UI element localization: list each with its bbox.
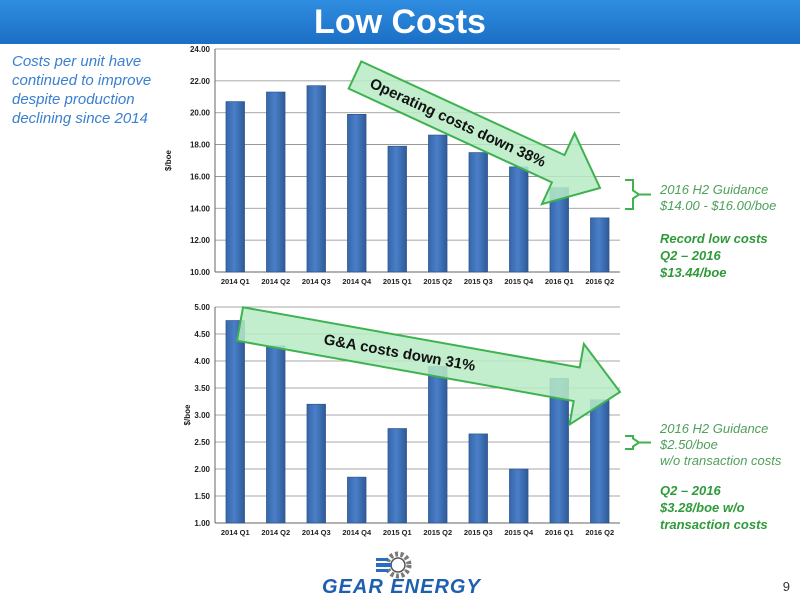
- ga-xtick-label: 2014 Q2: [261, 528, 290, 537]
- opex-bar: [468, 152, 488, 273]
- opex-ytick-label: 18.00: [190, 141, 211, 150]
- opex-bar: [266, 91, 286, 273]
- opex-bar: [509, 166, 529, 273]
- ga-guidance-note: w/o transaction costs: [660, 453, 782, 468]
- ga-q2-line2: $3.28/boe w/o: [660, 500, 745, 515]
- opex-xtick-label: 2015 Q2: [423, 277, 452, 286]
- opex-guidance: 2016 H2 Guidance $14.00 - $16.00/boe: [660, 182, 776, 214]
- opex-xtick-label: 2015 Q4: [504, 277, 534, 286]
- ga-guidance: 2016 H2 Guidance $2.50/boe w/o transacti…: [660, 421, 781, 469]
- ga-bar: [387, 428, 407, 524]
- page-title: Low Costs: [314, 3, 486, 41]
- ga-q2-line3: transaction costs: [660, 517, 768, 532]
- opex-xtick-label: 2015 Q3: [464, 277, 493, 286]
- ga-ytick-label: 3.50: [194, 384, 210, 393]
- opex-bar: [306, 85, 326, 273]
- opex-ytick-label: 16.00: [190, 172, 211, 181]
- opex-bar: [387, 145, 407, 273]
- opex-xtick-label: 2016 Q1: [545, 277, 574, 286]
- opex-xtick-label: 2016 Q2: [585, 277, 614, 286]
- ga-ytick-label: 3.00: [194, 411, 210, 420]
- ga-q2-line1: Q2 – 2016: [660, 483, 721, 498]
- ga-bar: [509, 468, 529, 524]
- opex-guidance-title: 2016 H2 Guidance: [660, 182, 769, 197]
- opex-bar: [428, 134, 448, 273]
- ga-bar: [306, 403, 326, 524]
- opex-ytick-label: 10.00: [190, 268, 211, 277]
- opex-xtick-label: 2014 Q2: [261, 277, 290, 286]
- ga-ytick-label: 4.00: [194, 357, 210, 366]
- opex-xtick-label: 2015 Q1: [383, 277, 412, 286]
- opex-bar: [225, 101, 245, 273]
- company-logo: GEAR ENERGY: [320, 548, 490, 598]
- opex-guidance-brace: [625, 179, 641, 210]
- page-number: 9: [782, 579, 790, 594]
- ga-trend-arrow: [235, 306, 622, 427]
- ga-ytick-label: 1.00: [194, 519, 210, 528]
- opex-record-line1: Record low costs: [660, 231, 768, 246]
- ga-ytick-label: 2.50: [194, 438, 210, 447]
- ga-xtick-label: 2015 Q1: [383, 528, 412, 537]
- ga-q2: Q2 – 2016 $3.28/boe w/o transaction cost…: [660, 482, 768, 533]
- opex-xtick-label: 2014 Q4: [342, 277, 372, 286]
- ga-guidance-brace: [625, 435, 641, 450]
- ga-ytick-label: 2.00: [194, 465, 210, 474]
- ga-xtick-label: 2014 Q3: [302, 528, 331, 537]
- logo-text: GEAR ENERGY: [322, 576, 481, 598]
- ga-xtick-label: 2015 Q4: [504, 528, 534, 537]
- ga-xtick-label: 2015 Q2: [423, 528, 452, 537]
- ga-ylabel: $/boe: [183, 404, 192, 425]
- ga-xtick-label: 2014 Q1: [221, 528, 250, 537]
- ga-guidance-value: $2.50/boe: [660, 437, 718, 452]
- opex-ytick-label: 14.00: [190, 204, 211, 213]
- ga-bar: [468, 433, 488, 524]
- opex-ytick-label: 20.00: [190, 109, 211, 118]
- ga-bar: [428, 366, 448, 524]
- gear-icon: [376, 551, 412, 579]
- title-bar: [0, 0, 800, 44]
- opex-bar: [347, 114, 367, 273]
- opex-xtick-label: 2014 Q1: [221, 277, 250, 286]
- opex-bar: [590, 217, 610, 273]
- ga-ytick-label: 4.50: [194, 330, 210, 339]
- opex-record: Record low costs Q2 – 2016 $13.44/boe: [660, 230, 768, 281]
- ga-guidance-title: 2016 H2 Guidance: [660, 421, 769, 436]
- opex-ylabel: $/boe: [164, 150, 173, 171]
- ga-ytick-label: 1.50: [194, 492, 210, 501]
- ga-ytick-label: 5.00: [194, 303, 210, 312]
- ga-xtick-label: 2016 Q1: [545, 528, 574, 537]
- opex-record-line2: Q2 – 2016: [660, 248, 721, 263]
- ga-xtick-label: 2014 Q4: [342, 528, 372, 537]
- ga-xtick-label: 2016 Q2: [585, 528, 614, 537]
- ga-bar: [590, 399, 610, 524]
- opex-ytick-label: 22.00: [190, 77, 211, 86]
- ga-bar: [347, 476, 367, 524]
- opex-trend-arrow: [347, 60, 602, 206]
- opex-guidance-value: $14.00 - $16.00/boe: [660, 198, 777, 213]
- opex-ytick-label: 24.00: [190, 45, 211, 54]
- ga-bar: [225, 320, 245, 524]
- opex-xtick-label: 2014 Q3: [302, 277, 331, 286]
- side-note: Costs per unit have continued to improve…: [12, 53, 152, 127]
- ga-xtick-label: 2015 Q3: [464, 528, 493, 537]
- opex-record-line3: $13.44/boe: [660, 265, 727, 280]
- ga-bar: [266, 345, 286, 524]
- opex-ytick-label: 12.00: [190, 236, 211, 245]
